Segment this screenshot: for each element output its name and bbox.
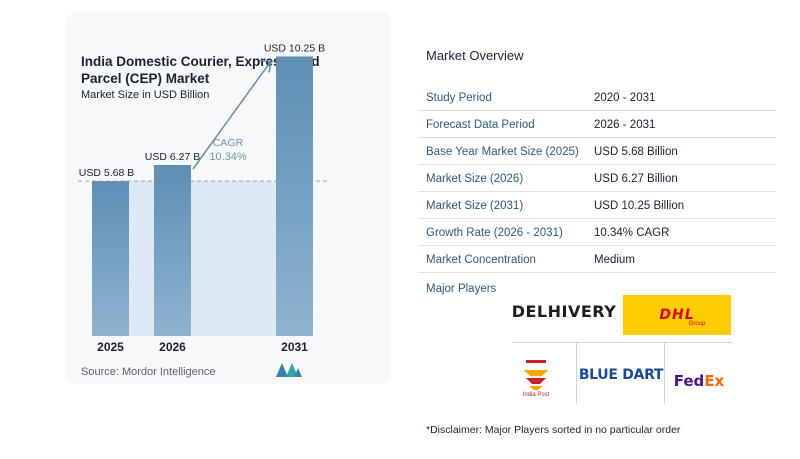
overview-label: Study Period — [426, 92, 492, 104]
bluedart-logo-text: BLUE DART — [578, 367, 664, 383]
dhl-logo-text: DHL — [659, 306, 695, 323]
overview-row-study-period: Study Period 2020 - 2031 — [418, 84, 776, 111]
overview-value: 2020 - 2031 — [594, 92, 656, 104]
source-note: Source: Mordor Intelligence — [81, 366, 216, 378]
overview-label: Market Size (2026) — [426, 173, 524, 185]
overview-row-base-year: Base Year Market Size (2025) USD 5.68 Bi… — [418, 138, 776, 165]
logo-grid-divider — [512, 342, 732, 343]
bar-value-label: USD 6.27 B — [145, 151, 200, 163]
overview-label: Market Concentration — [426, 254, 536, 266]
overview-row-concentration: Market Concentration Medium — [418, 246, 776, 273]
overview-value: USD 10.25 Billion — [594, 200, 685, 212]
bluedart-logo: BLUE DART — [578, 362, 664, 388]
bar-value-label: USD 10.25 B — [264, 42, 325, 54]
cagr-arrowhead — [259, 59, 272, 73]
bar-chart: USD 5.68 B 2025 USD 6.27 B 2026 USD 10.25 B 2… — [78, 42, 330, 354]
overview-row-forecast-period: Forecast Data Period 2026 - 2031 — [418, 111, 776, 138]
bar-value-label: USD 5.68 B — [79, 167, 134, 179]
indiapost-logo: India Post — [514, 350, 558, 406]
delhivery-logo: DELHIVERY — [510, 295, 618, 327]
x-tick-label: 2025 — [97, 340, 124, 354]
dhl-logo: DHL Group — [623, 295, 731, 335]
overview-row-size-2026: Market Size (2026) USD 6.27 Billion — [418, 165, 776, 192]
major-players-title: Major Players — [426, 283, 497, 295]
overview-value: 10.34% CAGR — [594, 227, 670, 239]
logo-grid-divider — [576, 342, 577, 404]
overview-value: USD 5.68 Billion — [594, 146, 678, 158]
fedex-logo: Fed Ex — [666, 368, 732, 394]
overview-value: Medium — [594, 254, 635, 266]
fedex-fed-text: Fed — [673, 372, 705, 390]
overview-label: Market Size (2031) — [426, 200, 524, 212]
mordor-logo-icon — [276, 363, 302, 377]
overview-row-growth-rate: Growth Rate (2026 - 2031) 10.34% CAGR — [418, 219, 776, 246]
logo-grid-divider — [664, 342, 665, 404]
delhivery-logo-text: DELHIVERY — [511, 301, 617, 321]
overview-label: Forecast Data Period — [426, 119, 535, 131]
overview-label: Growth Rate (2026 - 2031) — [426, 227, 563, 239]
indiapost-logo-text: India Post — [522, 392, 550, 398]
cagr-value: 10.34% — [209, 151, 247, 163]
overview-value: USD 6.27 Billion — [594, 173, 678, 185]
disclaimer: *Disclaimer: Major Players sorted in no … — [426, 424, 681, 436]
cagr-arrow — [192, 62, 271, 170]
overview-label: Base Year Market Size (2025) — [426, 146, 579, 158]
cagr-label: CAGR — [213, 137, 244, 149]
overview-value: 2026 - 2031 — [594, 119, 656, 131]
x-tick-label: 2031 — [281, 340, 308, 354]
overview-row-size-2031: Market Size (2031) USD 10.25 Billion — [418, 192, 776, 219]
bar — [92, 181, 129, 336]
indiapost-emblem-icon — [524, 360, 548, 390]
bar — [154, 165, 191, 336]
bar — [276, 56, 313, 337]
market-overview-title: Market Overview — [426, 48, 524, 63]
fedex-ex-text: Ex — [704, 372, 725, 390]
chart-title: India Domestic Courier, Express, and Par… — [81, 54, 320, 86]
dhl-group-text: Group — [688, 320, 706, 327]
x-tick-label: 2026 — [159, 340, 186, 354]
chart-subtitle: Market Size in USD Billion — [81, 89, 210, 101]
